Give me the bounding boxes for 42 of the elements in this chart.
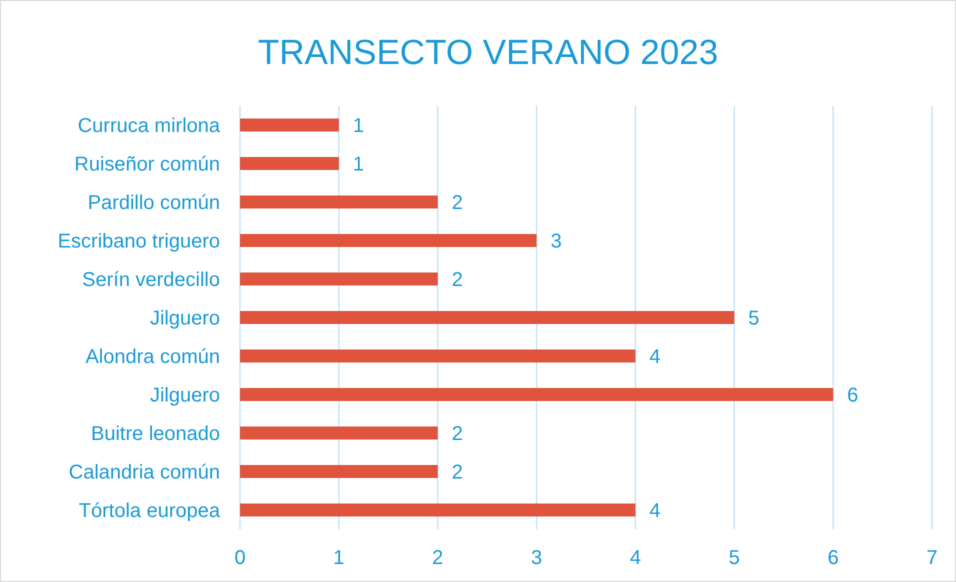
y-tick-label: Buitre leonado	[91, 423, 220, 445]
bar	[240, 388, 834, 401]
bar	[240, 426, 438, 440]
data-label: 2	[452, 192, 463, 214]
y-tick-label: Serín verdecillo	[82, 269, 220, 291]
data-label: 1	[352, 115, 364, 137]
y-tick-label: Calandria común	[68, 462, 220, 484]
y-tick-label: Alondra común	[85, 346, 220, 368]
x-tick-label: 7	[926, 547, 938, 569]
y-tick-label: Tórtola europea	[78, 500, 221, 522]
data-label: 4	[649, 500, 661, 522]
data-label: 1	[352, 154, 364, 176]
bar	[240, 157, 339, 170]
data-label: 6	[847, 384, 858, 406]
bar	[240, 234, 537, 247]
bar	[240, 118, 339, 132]
data-label: 2	[452, 269, 463, 291]
x-tick-label: 2	[432, 547, 444, 569]
bar	[240, 350, 636, 362]
x-tick-label: 5	[728, 547, 740, 569]
bar	[240, 196, 438, 208]
y-tick-label: Curruca mirlona	[78, 115, 221, 137]
data-label: 2	[452, 423, 463, 445]
bar	[240, 504, 636, 516]
x-tick-label: 6	[828, 547, 839, 569]
y-tick-label: Ruiseñor común	[74, 154, 220, 176]
y-tick-label: Pardillo común	[88, 192, 220, 214]
bar	[240, 311, 734, 324]
x-tick-label: 3	[531, 547, 542, 569]
y-tick-label: Escribano triguero	[58, 230, 220, 252]
chart-title: TRANSECTO VERANO 2023	[258, 33, 718, 72]
x-tick-label: 1	[333, 547, 344, 569]
y-tick-label: Jilguero	[150, 308, 220, 330]
y-tick-label: Jilguero	[150, 384, 220, 406]
x-tick-label: 0	[234, 547, 246, 569]
data-label: 5	[748, 308, 760, 330]
bar	[240, 272, 438, 286]
data-label: 4	[649, 346, 661, 368]
x-tick-label: 4	[630, 547, 641, 569]
bar	[240, 465, 438, 478]
data-label: 3	[550, 230, 562, 252]
data-label: 2	[452, 462, 463, 484]
